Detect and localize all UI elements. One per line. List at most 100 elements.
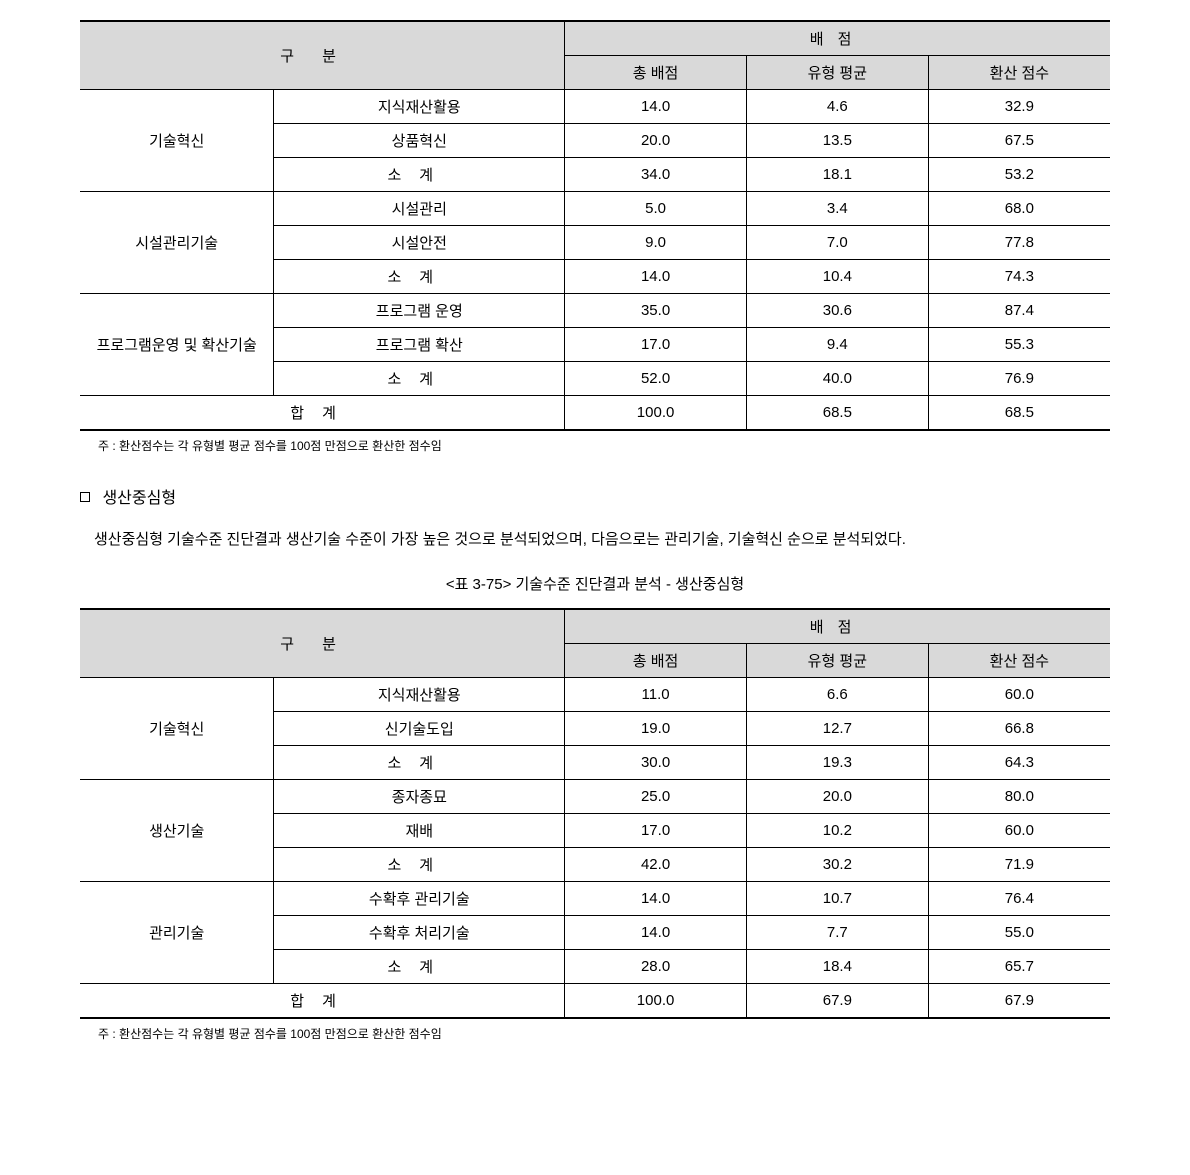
cell-v1: 9.0 <box>565 226 747 260</box>
sub-label: 수확후 처리기술 <box>274 915 565 949</box>
cell-v2: 18.4 <box>746 949 928 983</box>
group-label: 생산기술 <box>80 779 274 881</box>
cell-v2: 7.7 <box>746 915 928 949</box>
sub-label: 지식재산활용 <box>274 677 565 711</box>
cell-v2: 3.4 <box>746 192 928 226</box>
total-v1: 100.0 <box>565 983 747 1018</box>
cell-v2: 12.7 <box>746 711 928 745</box>
header-conv-score: 환산 점수 <box>928 56 1110 90</box>
header-type-avg: 유형 평균 <box>746 643 928 677</box>
cell-v1: 28.0 <box>565 949 747 983</box>
header-total-score: 총 배점 <box>565 56 747 90</box>
cell-v3: 66.8 <box>928 711 1110 745</box>
sub-label: 프로그램 운영 <box>274 294 565 328</box>
total-v1: 100.0 <box>565 396 747 431</box>
cell-v2: 30.6 <box>746 294 928 328</box>
sub-label: 소계 <box>274 260 565 294</box>
table-2-caption: <표 3-75> 기술수준 진단결과 분석 - 생산중심형 <box>80 573 1110 594</box>
sub-label: 재배 <box>274 813 565 847</box>
cell-v2: 7.0 <box>746 226 928 260</box>
cell-v2: 10.7 <box>746 881 928 915</box>
group-label: 관리기술 <box>80 881 274 983</box>
table-row: 프로그램운영 및 확산기술프로그램 운영35.030.687.4 <box>80 294 1110 328</box>
section-heading-row: 생산중심형 <box>80 484 1110 508</box>
cell-v1: 25.0 <box>565 779 747 813</box>
cell-v2: 30.2 <box>746 847 928 881</box>
cell-v1: 35.0 <box>565 294 747 328</box>
total-label: 합계 <box>80 983 565 1018</box>
cell-v3: 74.3 <box>928 260 1110 294</box>
group-label: 시설관리기술 <box>80 192 274 294</box>
cell-v1: 30.0 <box>565 745 747 779</box>
cell-v2: 19.3 <box>746 745 928 779</box>
sub-label: 상품혁신 <box>274 124 565 158</box>
cell-v1: 11.0 <box>565 677 747 711</box>
total-label: 합계 <box>80 396 565 431</box>
total-v2: 67.9 <box>746 983 928 1018</box>
cell-v3: 55.0 <box>928 915 1110 949</box>
cell-v1: 14.0 <box>565 90 747 124</box>
total-row: 합계100.067.967.9 <box>80 983 1110 1018</box>
header-gubun: 구분 <box>80 21 565 90</box>
table-1-footnote: 주 : 환산점수는 각 유형별 평균 점수를 100점 만점으로 환산한 점수임 <box>80 437 1110 454</box>
cell-v2: 10.2 <box>746 813 928 847</box>
cell-v3: 68.0 <box>928 192 1110 226</box>
sub-label: 소계 <box>274 949 565 983</box>
sub-label: 소계 <box>274 745 565 779</box>
sub-label: 소계 <box>274 158 565 192</box>
cell-v2: 13.5 <box>746 124 928 158</box>
cell-v1: 52.0 <box>565 362 747 396</box>
header-type-avg: 유형 평균 <box>746 56 928 90</box>
total-v3: 68.5 <box>928 396 1110 431</box>
header-baejeom: 배점 <box>565 21 1110 56</box>
cell-v1: 34.0 <box>565 158 747 192</box>
cell-v1: 14.0 <box>565 260 747 294</box>
cell-v1: 17.0 <box>565 328 747 362</box>
cell-v2: 40.0 <box>746 362 928 396</box>
total-row: 합계100.068.568.5 <box>80 396 1110 431</box>
cell-v3: 77.8 <box>928 226 1110 260</box>
table-row: 기술혁신지식재산활용11.06.660.0 <box>80 677 1110 711</box>
total-v3: 67.9 <box>928 983 1110 1018</box>
header-baejeom: 배점 <box>565 609 1110 644</box>
section-heading: 생산중심형 <box>102 490 176 507</box>
cell-v2: 20.0 <box>746 779 928 813</box>
cell-v3: 80.0 <box>928 779 1110 813</box>
cell-v3: 76.4 <box>928 881 1110 915</box>
group-label: 기술혁신 <box>80 677 274 779</box>
table-1: 구분배점총 배점유형 평균환산 점수기술혁신지식재산활용14.04.632.9상… <box>80 20 1110 431</box>
cell-v1: 20.0 <box>565 124 747 158</box>
sub-label: 소계 <box>274 362 565 396</box>
cell-v1: 17.0 <box>565 813 747 847</box>
cell-v1: 5.0 <box>565 192 747 226</box>
cell-v2: 4.6 <box>746 90 928 124</box>
table-row: 기술혁신지식재산활용14.04.632.9 <box>80 90 1110 124</box>
table-2-footnote: 주 : 환산점수는 각 유형별 평균 점수를 100점 만점으로 환산한 점수임 <box>80 1025 1110 1042</box>
group-label: 프로그램운영 및 확산기술 <box>80 294 274 396</box>
sub-label: 시설관리 <box>274 192 565 226</box>
sub-label: 신기술도입 <box>274 711 565 745</box>
table-row: 생산기술종자종묘25.020.080.0 <box>80 779 1110 813</box>
cell-v3: 67.5 <box>928 124 1110 158</box>
cell-v2: 9.4 <box>746 328 928 362</box>
cell-v3: 32.9 <box>928 90 1110 124</box>
bullet-icon <box>80 492 90 502</box>
sub-label: 프로그램 확산 <box>274 328 565 362</box>
cell-v2: 6.6 <box>746 677 928 711</box>
sub-label: 지식재산활용 <box>274 90 565 124</box>
sub-label: 수확후 관리기술 <box>274 881 565 915</box>
sub-label: 종자종묘 <box>274 779 565 813</box>
table-2: 구분배점총 배점유형 평균환산 점수기술혁신지식재산활용11.06.660.0신… <box>80 608 1110 1019</box>
cell-v3: 55.3 <box>928 328 1110 362</box>
cell-v3: 71.9 <box>928 847 1110 881</box>
cell-v2: 10.4 <box>746 260 928 294</box>
total-v2: 68.5 <box>746 396 928 431</box>
cell-v1: 42.0 <box>565 847 747 881</box>
sub-label: 시설안전 <box>274 226 565 260</box>
cell-v1: 19.0 <box>565 711 747 745</box>
group-label: 기술혁신 <box>80 90 274 192</box>
header-gubun: 구분 <box>80 609 565 678</box>
sub-label: 소계 <box>274 847 565 881</box>
cell-v1: 14.0 <box>565 915 747 949</box>
cell-v3: 87.4 <box>928 294 1110 328</box>
